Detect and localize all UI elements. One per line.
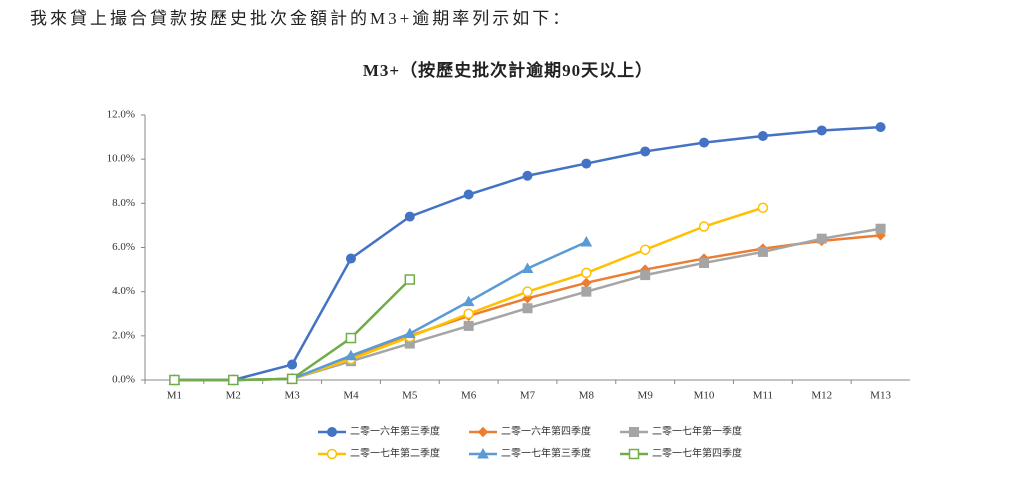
marker (875, 230, 886, 241)
marker (581, 277, 592, 289)
marker (629, 427, 639, 437)
x-tick-label: M7 (520, 390, 536, 402)
marker (875, 122, 886, 133)
y-tick-label: 6.0% (112, 241, 135, 253)
marker (816, 233, 827, 244)
marker (522, 286, 533, 297)
marker (477, 426, 489, 438)
marker (581, 158, 592, 169)
series-line (174, 125, 881, 382)
x-tick-label: M13 (870, 390, 891, 402)
marker (699, 137, 710, 148)
marker (169, 374, 180, 386)
y-tick-label: 8.0% (112, 197, 135, 209)
series-line (174, 206, 764, 382)
marker (757, 130, 768, 141)
marker (581, 286, 592, 297)
marker (463, 189, 474, 200)
legend-label: 二零一七年第一季度 (652, 424, 742, 437)
marker (345, 253, 356, 264)
marker (345, 349, 357, 361)
chart-title: M3+（按歷史批次計逾期90天以上） (363, 60, 653, 80)
x-tick-label: M10 (694, 390, 715, 402)
x-tick-label: M5 (402, 390, 418, 402)
legend-label: 二零一七年第三季度 (501, 446, 591, 459)
x-tick-label: M8 (579, 390, 595, 402)
marker (404, 274, 416, 285)
y-tick-label: 0.0% (112, 374, 135, 386)
marker (403, 327, 416, 339)
marker (404, 211, 415, 222)
marker (699, 257, 710, 268)
marker (522, 303, 533, 314)
marker (640, 146, 651, 157)
x-tick-label: M12 (811, 390, 832, 402)
x-tick-label: M6 (461, 390, 477, 402)
marker (287, 359, 298, 370)
marker (757, 246, 768, 257)
marker (463, 320, 474, 331)
marker (327, 427, 337, 437)
caption: 我來貸上撮合貸款按歷史批次金額計的M3+逾期率列示如下： (30, 9, 572, 28)
legend-label: 二零一六年第三季度 (350, 424, 440, 437)
marker (816, 125, 827, 136)
x-tick-label: M3 (284, 390, 300, 402)
legend-label: 二零一七年第四季度 (652, 446, 742, 459)
marker (326, 448, 338, 460)
marker (640, 270, 651, 281)
marker (698, 221, 710, 232)
marker (477, 447, 489, 459)
legend-label: 二零一七年第二季度 (350, 446, 440, 459)
marker (628, 448, 640, 460)
marker (522, 170, 533, 181)
x-tick-label: M2 (226, 390, 241, 402)
marker (580, 235, 593, 247)
marker (521, 262, 534, 273)
y-tick-label: 10.0% (107, 153, 135, 165)
marker (875, 223, 886, 234)
x-tick-label: M11 (753, 390, 773, 402)
marker (462, 295, 475, 307)
marker (757, 202, 769, 213)
marker (639, 244, 651, 255)
y-tick-label: 2.0% (112, 329, 135, 341)
legend-label: 二零一六年第四季度 (501, 424, 591, 437)
marker (345, 332, 357, 344)
x-tick-label: M4 (343, 390, 359, 402)
marker (463, 308, 474, 319)
x-tick-label: M9 (638, 390, 654, 402)
marker (286, 373, 298, 385)
marker (228, 374, 239, 386)
marker (581, 267, 592, 279)
x-tick-label: M1 (167, 390, 182, 402)
y-tick-label: 4.0% (112, 285, 135, 297)
y-tick-label: 12.0% (107, 109, 135, 121)
